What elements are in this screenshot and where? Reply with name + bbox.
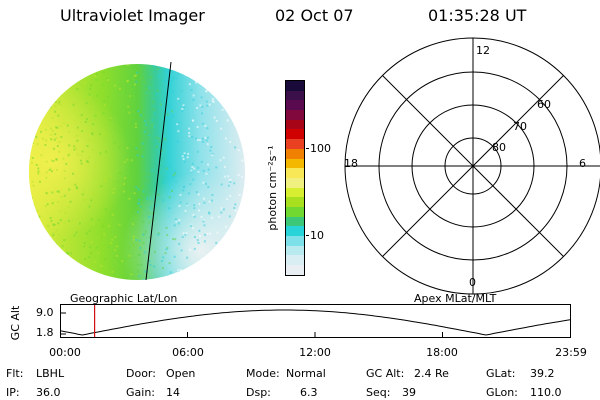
colorbar-swatch	[286, 110, 304, 120]
colorbar-swatch	[286, 119, 304, 130]
colorbar-swatch	[286, 158, 304, 169]
glon-label: GLon:	[486, 386, 518, 399]
geographic-label: Geographic Lat/Lon	[70, 292, 178, 305]
colorbar-swatch	[286, 129, 304, 140]
colorbar-swatch	[286, 100, 304, 111]
mlt-label-18: 18	[344, 157, 358, 170]
colorbar-tick-100: 100	[310, 142, 331, 155]
terminator-line	[145, 61, 172, 281]
gc-alt-label: GC Alt:	[366, 367, 405, 380]
mlt-label-12: 12	[476, 44, 490, 57]
colorbar-swatch	[286, 236, 304, 246]
mode-label: Mode:	[246, 367, 280, 380]
filter-label: Flt:	[6, 367, 24, 380]
colorbar-swatch	[286, 148, 304, 159]
colorbar-swatch	[286, 168, 304, 178]
colorbar-swatch	[286, 206, 304, 217]
altitude-plot	[60, 304, 572, 338]
apex-label: Apex MLat/MLT	[414, 292, 497, 305]
uv-earth-image	[29, 61, 245, 281]
colorbar-tick-10: 10	[310, 229, 324, 242]
seq-value: 39	[402, 386, 416, 399]
dsp-label: Dsp:	[246, 386, 271, 399]
colorbar-swatch	[286, 177, 304, 188]
colorbar-swatch	[286, 197, 304, 207]
x-tick-2359: 23:59	[555, 346, 587, 359]
y-tick-1-8: 1.8	[36, 326, 54, 339]
gc-alt-value: 2.4 Re	[414, 367, 449, 380]
x-tick-1200: 12:00	[299, 346, 331, 359]
colorbar-tick-mark-10	[306, 235, 309, 236]
colorbar-swatch	[286, 187, 304, 198]
door-label: Door:	[126, 367, 156, 380]
polar-grid	[344, 37, 600, 295]
glat-label: GLat:	[486, 367, 516, 380]
x-tick-0600: 06:00	[172, 346, 204, 359]
x-tick-1800: 18:00	[426, 346, 458, 359]
y-tick-9: 9.0	[36, 306, 54, 319]
lat-label-60: 60	[537, 98, 551, 111]
mlt-label-6: 6	[579, 157, 586, 170]
colorbar-swatch	[286, 226, 304, 236]
glon-value: 110.0	[530, 386, 562, 399]
filter-value: LBHL	[36, 367, 65, 380]
mode-value: Normal	[286, 367, 326, 380]
y-axis-label: GC Alt	[9, 305, 22, 341]
dsp-value: 6.3	[300, 386, 318, 399]
gain-label: Gain:	[126, 386, 155, 399]
lat-label-70: 70	[513, 120, 527, 133]
gain-value: 14	[166, 386, 180, 399]
seq-label: Seq:	[366, 386, 391, 399]
mlt-label-0: 0	[469, 276, 476, 289]
observation-date: 02 Oct 07	[275, 6, 354, 25]
colorbar-swatch	[286, 265, 304, 275]
door-value: Open	[166, 367, 196, 380]
colorbar-swatch	[286, 216, 304, 227]
colorbar	[285, 80, 305, 276]
imager-title: Ultraviolet Imager	[60, 6, 205, 25]
x-tick-0000: 00:00	[49, 346, 81, 359]
colorbar-swatch	[286, 81, 304, 91]
ip-value: 36.0	[36, 386, 61, 399]
colorbar-swatch	[286, 90, 304, 101]
lat-label-80: 80	[492, 141, 506, 154]
colorbar-unit-label: photon cm⁻²s⁻¹	[266, 145, 279, 231]
colorbar-swatch	[286, 139, 304, 149]
ip-label: IP:	[6, 386, 20, 399]
observation-time: 01:35:28 UT	[428, 6, 527, 25]
colorbar-swatch	[286, 255, 304, 266]
glat-value: 39.2	[530, 367, 555, 380]
colorbar-tick-mark-100	[306, 148, 309, 149]
colorbar-swatch	[286, 245, 304, 256]
